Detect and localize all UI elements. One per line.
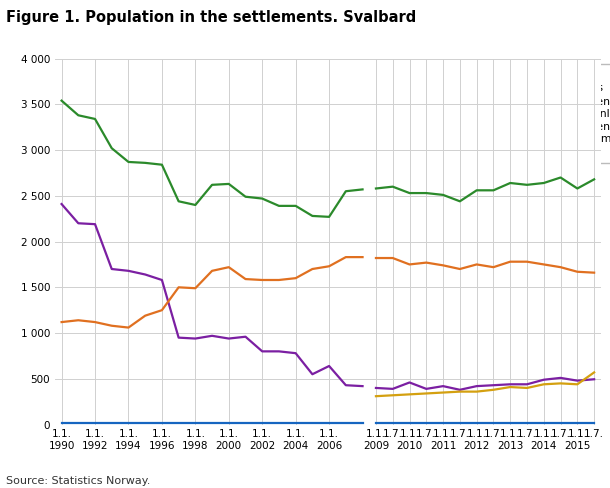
Norwegian settlements,
resident on the mainland [209,268,216,274]
Total [359,186,366,192]
Total [292,203,300,209]
Norwegian settlements,
resident on the mainland [225,264,232,270]
Polish settlement [309,420,316,426]
Norwegian settlements,
resident on the mainland [142,313,149,319]
Total [209,182,216,188]
Russian settlements [342,382,350,388]
Line: Russian settlements: Russian settlements [62,204,362,386]
Norwegian settlements,
resident on the mainland [175,285,182,290]
Total [342,188,350,194]
Norwegian settlements,
resident on the mainland [342,254,350,260]
Polish settlement [259,420,266,426]
Total [242,194,249,200]
Norwegian settlements,
resident on the mainland [309,266,316,272]
Polish settlement [242,420,249,426]
Russian settlements [225,336,232,342]
Polish settlement [292,420,300,426]
Line: Norwegian settlements,
resident on the mainland: Norwegian settlements, resident on the m… [62,257,362,327]
Total [192,202,199,208]
Polish settlement [192,420,199,426]
Total [309,213,316,219]
Norwegian settlements,
resident on the mainland [192,285,199,291]
Norwegian settlements,
resident on the mainland [108,323,115,329]
Polish settlement [108,420,115,426]
Russian settlements [158,277,165,283]
Norwegian settlements,
resident on the mainland [259,277,266,283]
Total [275,203,282,209]
Polish settlement [92,420,99,426]
Russian settlements [58,201,65,207]
Polish settlement [142,420,149,426]
Norwegian settlements,
resident on the mainland [242,276,249,282]
Russian settlements [326,363,333,369]
Norwegian settlements,
resident on the mainland [74,317,82,323]
Norwegian settlements,
resident on the mainland [359,254,366,260]
Total [175,198,182,204]
Polish settlement [175,420,182,426]
Norwegian settlements,
resident on the mainland [158,307,165,313]
Polish settlement [326,420,333,426]
Russian settlements [142,271,149,277]
Total [108,145,115,151]
Polish settlement [225,420,232,426]
Polish settlement [209,420,216,426]
Total [92,116,99,122]
Total [259,196,266,202]
Polish settlement [74,420,82,426]
Norwegian settlements,
resident on the mainland [92,319,99,325]
Norwegian settlements,
resident on the mainland [275,277,282,283]
Polish settlement [359,420,366,426]
Total [158,162,165,167]
Norwegian settlements,
resident on the mainland [125,325,132,330]
Russian settlements [125,268,132,274]
Russian settlements [242,334,249,340]
Total [142,160,149,166]
Total [225,181,232,187]
Russian settlements [292,350,300,356]
Russian settlements [309,371,316,377]
Polish settlement [125,420,132,426]
Russian settlements [92,221,99,227]
Russian settlements [275,348,282,354]
Total [58,98,65,103]
Total [125,159,132,165]
Legend: Total, Russian settlements, Norwegian settlements,
resident on the mainland, Nor: Total, Russian settlements, Norwegian se… [467,64,610,163]
Polish settlement [275,420,282,426]
Polish settlement [58,420,65,426]
Russian settlements [108,266,115,272]
Norwegian settlements,
resident on the mainland [326,264,333,269]
Russian settlements [259,348,266,354]
Russian settlements [74,220,82,226]
Text: Source: Statistics Norway.: Source: Statistics Norway. [6,476,151,486]
Text: Figure 1. Population in the settlements. Svalbard: Figure 1. Population in the settlements.… [6,10,417,25]
Russian settlements [192,336,199,342]
Russian settlements [175,335,182,341]
Norwegian settlements,
resident on the mainland [292,275,300,281]
Line: Total: Total [62,101,362,217]
Polish settlement [158,420,165,426]
Polish settlement [342,420,350,426]
Total [326,214,333,220]
Russian settlements [209,333,216,339]
Russian settlements [359,383,366,389]
Total [74,112,82,118]
Norwegian settlements,
resident on the mainland [58,319,65,325]
